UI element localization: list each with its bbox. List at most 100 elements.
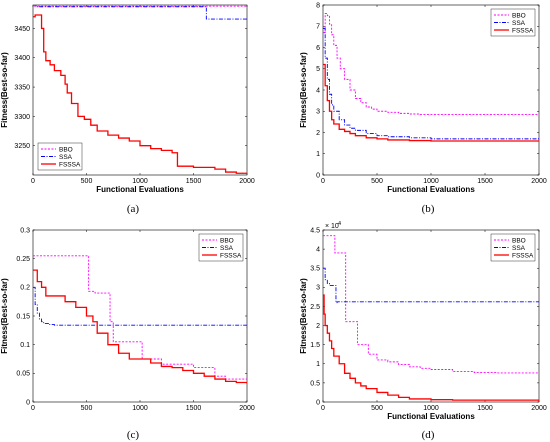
y-axis-label: Fitness(Best-so-far) [299,278,308,354]
series-line-bbo [34,5,247,7]
y-tick-label: 2 [316,323,320,330]
x-axis-label: Functional Evaluations [387,185,475,194]
series-group [33,5,247,174]
legend-label-fsssa: FSSSA [59,161,81,168]
y-tick-label: 6 [316,45,320,52]
y-tick-label: 0.05 [16,371,30,378]
y-tick-label: 0.25 [16,256,30,263]
series-line-ssa [323,267,539,304]
y-tick-label: 0.3 [20,227,30,234]
legend-label-bbo: BBO [512,12,526,19]
legend-label-ssa: SSA [59,154,73,161]
y-exponent: 4 [338,221,341,227]
x-tick-label: 1000 [132,178,148,185]
y-tick-label: 1 [316,151,320,158]
legend-box [490,233,536,262]
legend-label-fsssa: FSSSA [512,27,534,34]
panel-caption: (c) [127,429,140,441]
x-tick-label: 2000 [239,178,255,185]
x-tick-label: 500 [371,405,383,412]
y-tick-label: 2.5 [310,304,320,311]
legend-box [37,142,83,171]
series-line-fsssa [323,63,539,142]
y-tick-label: 2 [316,130,320,137]
legend-label-bbo: BBO [220,237,234,244]
y-tick-label: 0.15 [16,313,30,320]
x-tick-label: 500 [81,178,93,185]
y-tick-label: 1 [316,361,320,368]
x-axis-label: Functional Evaluations [96,185,184,194]
x-tick-label: 1000 [132,405,148,412]
panel-d: (d) 0 500 1000 1500 2000 0 0.5 1 1.5 2 2.5 3 3.5 4 4.5… [299,221,547,441]
y-axis-label: Fitness(Best-so-far) [0,278,9,354]
x-tick-label: 2000 [531,405,547,412]
y-tick-label: 3350 [14,84,30,91]
legend-box [490,8,536,37]
y-tick-label: 0 [316,399,320,406]
x-tick-label: 0 [31,178,35,185]
y-tick-label: 0 [26,399,30,406]
y-tick-label: 3.5 [310,266,320,273]
panel-b: (b) 0 500 1000 1500 2000 0 1 2 3 4 5 6 7 8 Functional … [299,2,547,215]
legend-box [198,233,244,262]
legend-label-bbo: BBO [59,146,73,153]
y-multiplier: × 10 [325,223,339,230]
y-axis-label: Fitness(Best-so-far) [299,52,308,128]
series-group [323,235,539,401]
series-line-ssa [33,286,247,328]
x-tick-label: 500 [371,178,383,185]
y-tick-label: 3300 [14,114,30,121]
series-line-bbo [33,255,247,380]
x-tick-label: 2000 [239,405,255,412]
y-tick-label: 4.5 [310,227,320,234]
legend-label-fsssa: FSSSA [512,252,534,259]
series-line-ssa [323,27,539,140]
legend-label-ssa: SSA [512,245,526,252]
series-line-bbo [323,235,539,374]
x-tick-label: 2000 [531,178,547,185]
y-tick-label: 4 [316,247,320,254]
panel-caption: (a) [127,203,140,215]
x-tick-label: 1500 [477,405,493,412]
legend-label-bbo: BBO [512,237,526,244]
x-tick-label: 0 [321,405,325,412]
y-axis-label: Fitness(Best-so-far) [0,52,9,128]
y-tick-label: 7 [316,24,320,31]
y-tick-label: 4 [316,87,320,94]
y-tick-label: 0.2 [20,285,30,292]
y-tick-label: 0 [316,172,320,179]
y-tick-label: 0.5 [310,380,320,387]
y-tick-label: 5 [316,66,320,73]
legend-label-fsssa: FSSSA [220,252,242,259]
x-tick-label: 0 [321,178,325,185]
y-tick-label: 3 [316,109,320,116]
y-tick-label: 3 [316,285,320,292]
x-tick-label: 1500 [186,405,202,412]
series-group [33,255,247,384]
series-line-fsssa [33,269,247,384]
series-line-fsssa [33,14,247,174]
panel-caption: (d) [422,429,435,441]
series-line-fsssa [323,294,539,401]
x-tick-label: 0 [31,405,35,412]
panel-c: (c) 0 500 1000 1500 2000 0 0.05 0.1 0.15 0.2 0.25 0… [0,227,255,441]
y-tick-label: 1.5 [310,342,320,349]
x-tick-label: 1500 [186,178,202,185]
x-axis-label: Functional Evaluations [387,412,475,421]
legend-label-ssa: SSA [220,245,234,252]
x-tick-label: 1000 [423,405,439,412]
series-line-ssa [33,5,247,20]
legend-label-ssa: SSA [512,20,526,27]
panel-a: (a) 0 500 1000 1500 2000 3250 3300 3350 3400 3450… [0,4,255,215]
y-tick-label: 3250 [14,143,30,150]
x-tick-label: 500 [81,405,93,412]
y-tick-label: 3450 [14,26,30,33]
panel-caption: (b) [422,203,435,215]
x-tick-label: 1500 [477,178,493,185]
series-group [323,13,539,142]
